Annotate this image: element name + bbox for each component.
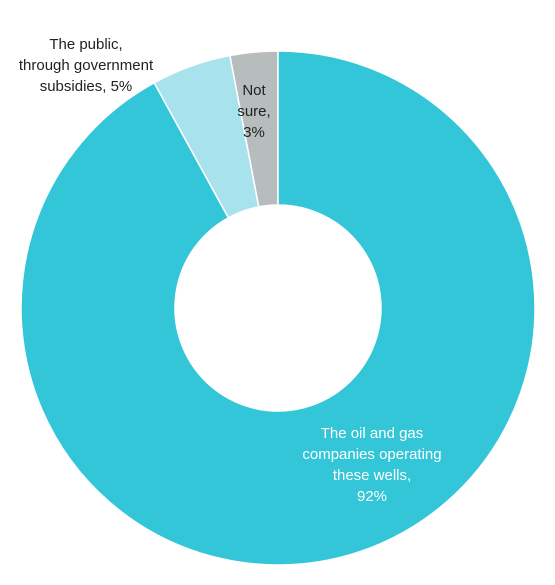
label-public-subsidies-line: The public, <box>49 36 122 53</box>
label-not-sure-line: 3% <box>243 124 265 141</box>
labels-layer: Not sure, 3% The oil and gas companies opera… <box>19 36 442 505</box>
slice-oil-gas-companies <box>20 50 536 566</box>
label-oil-gas-companies: The oil and gas companies operating these … <box>302 425 441 505</box>
label-oil-gas-companies-line: The oil and gas <box>321 425 424 442</box>
label-oil-gas-companies-line: these wells, <box>333 467 411 484</box>
label-oil-gas-companies-line: companies operating <box>302 446 441 463</box>
label-oil-gas-companies-line: 92% <box>357 488 387 505</box>
slices-layer <box>20 50 536 566</box>
label-public-subsidies-line: through government <box>19 57 154 74</box>
label-not-sure-line: sure, <box>237 103 270 120</box>
slice-public-subsidies <box>153 54 260 219</box>
label-public-subsidies-line: subsidies, 5% <box>40 78 133 95</box>
label-not-sure-line: Not <box>242 82 266 99</box>
label-not-sure: Not sure, 3% <box>237 82 270 141</box>
label-public-subsidies: The public, through government subsidies, … <box>19 36 154 95</box>
